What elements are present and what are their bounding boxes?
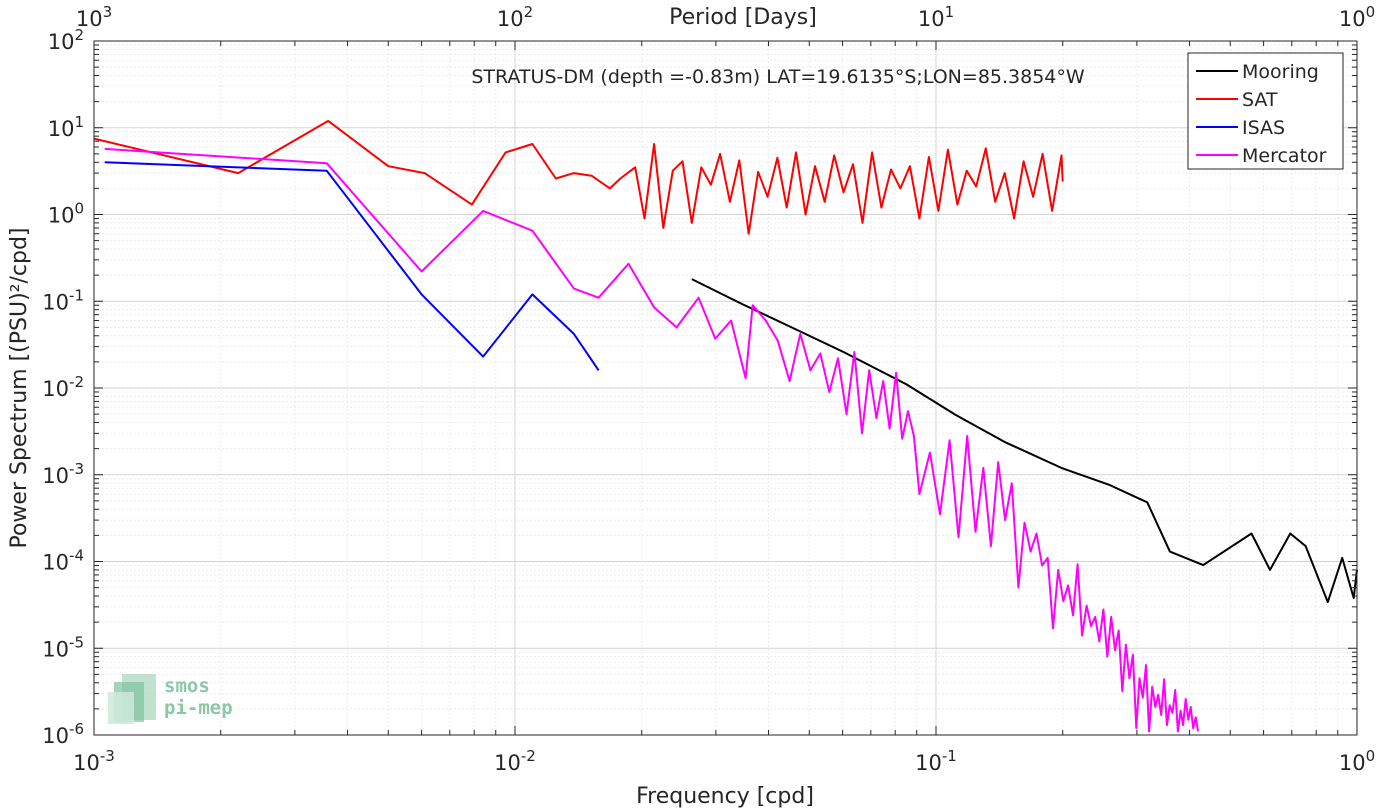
grid-major (94, 41, 1357, 735)
top-x-tick-label-exponent: 2 (524, 3, 534, 21)
top-x-tick-label-exponent: 3 (103, 3, 113, 21)
series-layer (93, 119, 1358, 733)
y-tick-label: 101 (48, 113, 84, 141)
x-tick-label-base: 10 (915, 751, 942, 775)
x-tick-label-exponent: -2 (521, 747, 536, 765)
x-tick-label: 10-1 (915, 747, 957, 775)
y-tick-label: 10-1 (42, 286, 84, 314)
top-x-tick-label: 103 (76, 3, 112, 31)
y-axis-label: Power Spectrum [(PSU)²/cpd] (7, 227, 32, 548)
x-tick-label: 100 (1339, 747, 1375, 775)
y-tick-label: 10-4 (42, 547, 84, 575)
top-x-tick-labels: 103 102 101 100 (76, 3, 1375, 31)
smos-pi-mep-logo: smos pi-mep (108, 674, 233, 724)
x-tick-label-base: 10 (73, 751, 100, 775)
y-tick-label-base: 10 (42, 464, 69, 488)
y-tick-label-base: 10 (48, 204, 75, 228)
top-x-tick-label: 100 (1339, 3, 1375, 31)
top-x-tick-label: 101 (918, 3, 954, 31)
grid-minor (94, 41, 1357, 735)
y-tick-label: 10-5 (42, 633, 84, 661)
y-tick-label: 100 (48, 200, 84, 228)
y-tick-label-exponent: -2 (69, 373, 84, 391)
legend-label-isas: ISAS (1242, 117, 1285, 139)
legend-box (1187, 52, 1344, 170)
y-tick-label: 10-2 (42, 373, 84, 401)
x-tick-label-exponent: -1 (942, 747, 957, 765)
series-line-sat (93, 119, 1064, 235)
series-line-mercator (104, 147, 1199, 733)
top-x-tick-label-base: 10 (497, 7, 524, 31)
y-tick-label-exponent: -5 (69, 633, 84, 651)
y-tick-label-base: 10 (48, 117, 75, 141)
y-tick-label-base: 10 (42, 290, 69, 314)
x-axis-label: Frequency [cpd] (636, 784, 814, 809)
y-tick-label-exponent: -1 (69, 286, 84, 304)
x-tick-label-base: 10 (1339, 751, 1366, 775)
legend: Mooring SAT ISAS Mercator (1187, 52, 1344, 170)
y-tick-label-exponent: -4 (69, 547, 84, 565)
y-tick-label: 102 (48, 26, 84, 54)
logo-text-pimep: pi-mep (164, 697, 233, 719)
y-tick-label-base: 10 (42, 724, 69, 748)
y-tick-label: 10-6 (42, 720, 84, 748)
y-tick-label-base: 10 (42, 551, 69, 575)
y-tick-label-exponent: 1 (74, 113, 84, 131)
x-tick-label-base: 10 (494, 751, 521, 775)
x-tick-label-exponent: 0 (1366, 747, 1376, 765)
legend-label-mercator: Mercator (1242, 145, 1327, 167)
legend-label-mooring: Mooring (1242, 61, 1319, 83)
top-x-axis-label: Period [Days] (669, 5, 817, 30)
x-tick-label-exponent: -3 (100, 747, 115, 765)
top-x-tick-label-exponent: 1 (945, 3, 955, 21)
y-tick-label-base: 10 (42, 637, 69, 661)
y-tick-label-exponent: 0 (74, 200, 84, 218)
x-tick-label: 10-3 (73, 747, 115, 775)
top-x-tick-label-base: 10 (1339, 7, 1366, 31)
y-tick-label-base: 10 (48, 30, 75, 54)
logo-text-smos: smos (164, 675, 210, 697)
y-tick-label-exponent: 2 (74, 26, 84, 44)
series-line-isas (104, 161, 600, 371)
top-x-tick-label-exponent: 0 (1366, 3, 1376, 21)
y-tick-label-base: 10 (42, 377, 69, 401)
y-tick-label: 10-3 (42, 460, 84, 488)
logo-mark-front (108, 692, 134, 724)
top-x-tick-label-base: 10 (918, 7, 945, 31)
legend-label-sat: SAT (1242, 89, 1278, 111)
y-tick-label-exponent: -3 (69, 460, 84, 478)
x-tick-labels: 10-3 10-2 10-1 100 (73, 747, 1375, 775)
chart-title: STRATUS-DM (depth =-0.83m) LAT=19.6135°S… (471, 66, 1085, 88)
tick-marks (93, 40, 1358, 736)
top-x-tick-label-base: 10 (76, 7, 103, 31)
y-tick-label-exponent: -6 (69, 720, 84, 738)
x-tick-label: 10-2 (494, 747, 536, 775)
top-x-tick-label: 102 (497, 3, 533, 31)
